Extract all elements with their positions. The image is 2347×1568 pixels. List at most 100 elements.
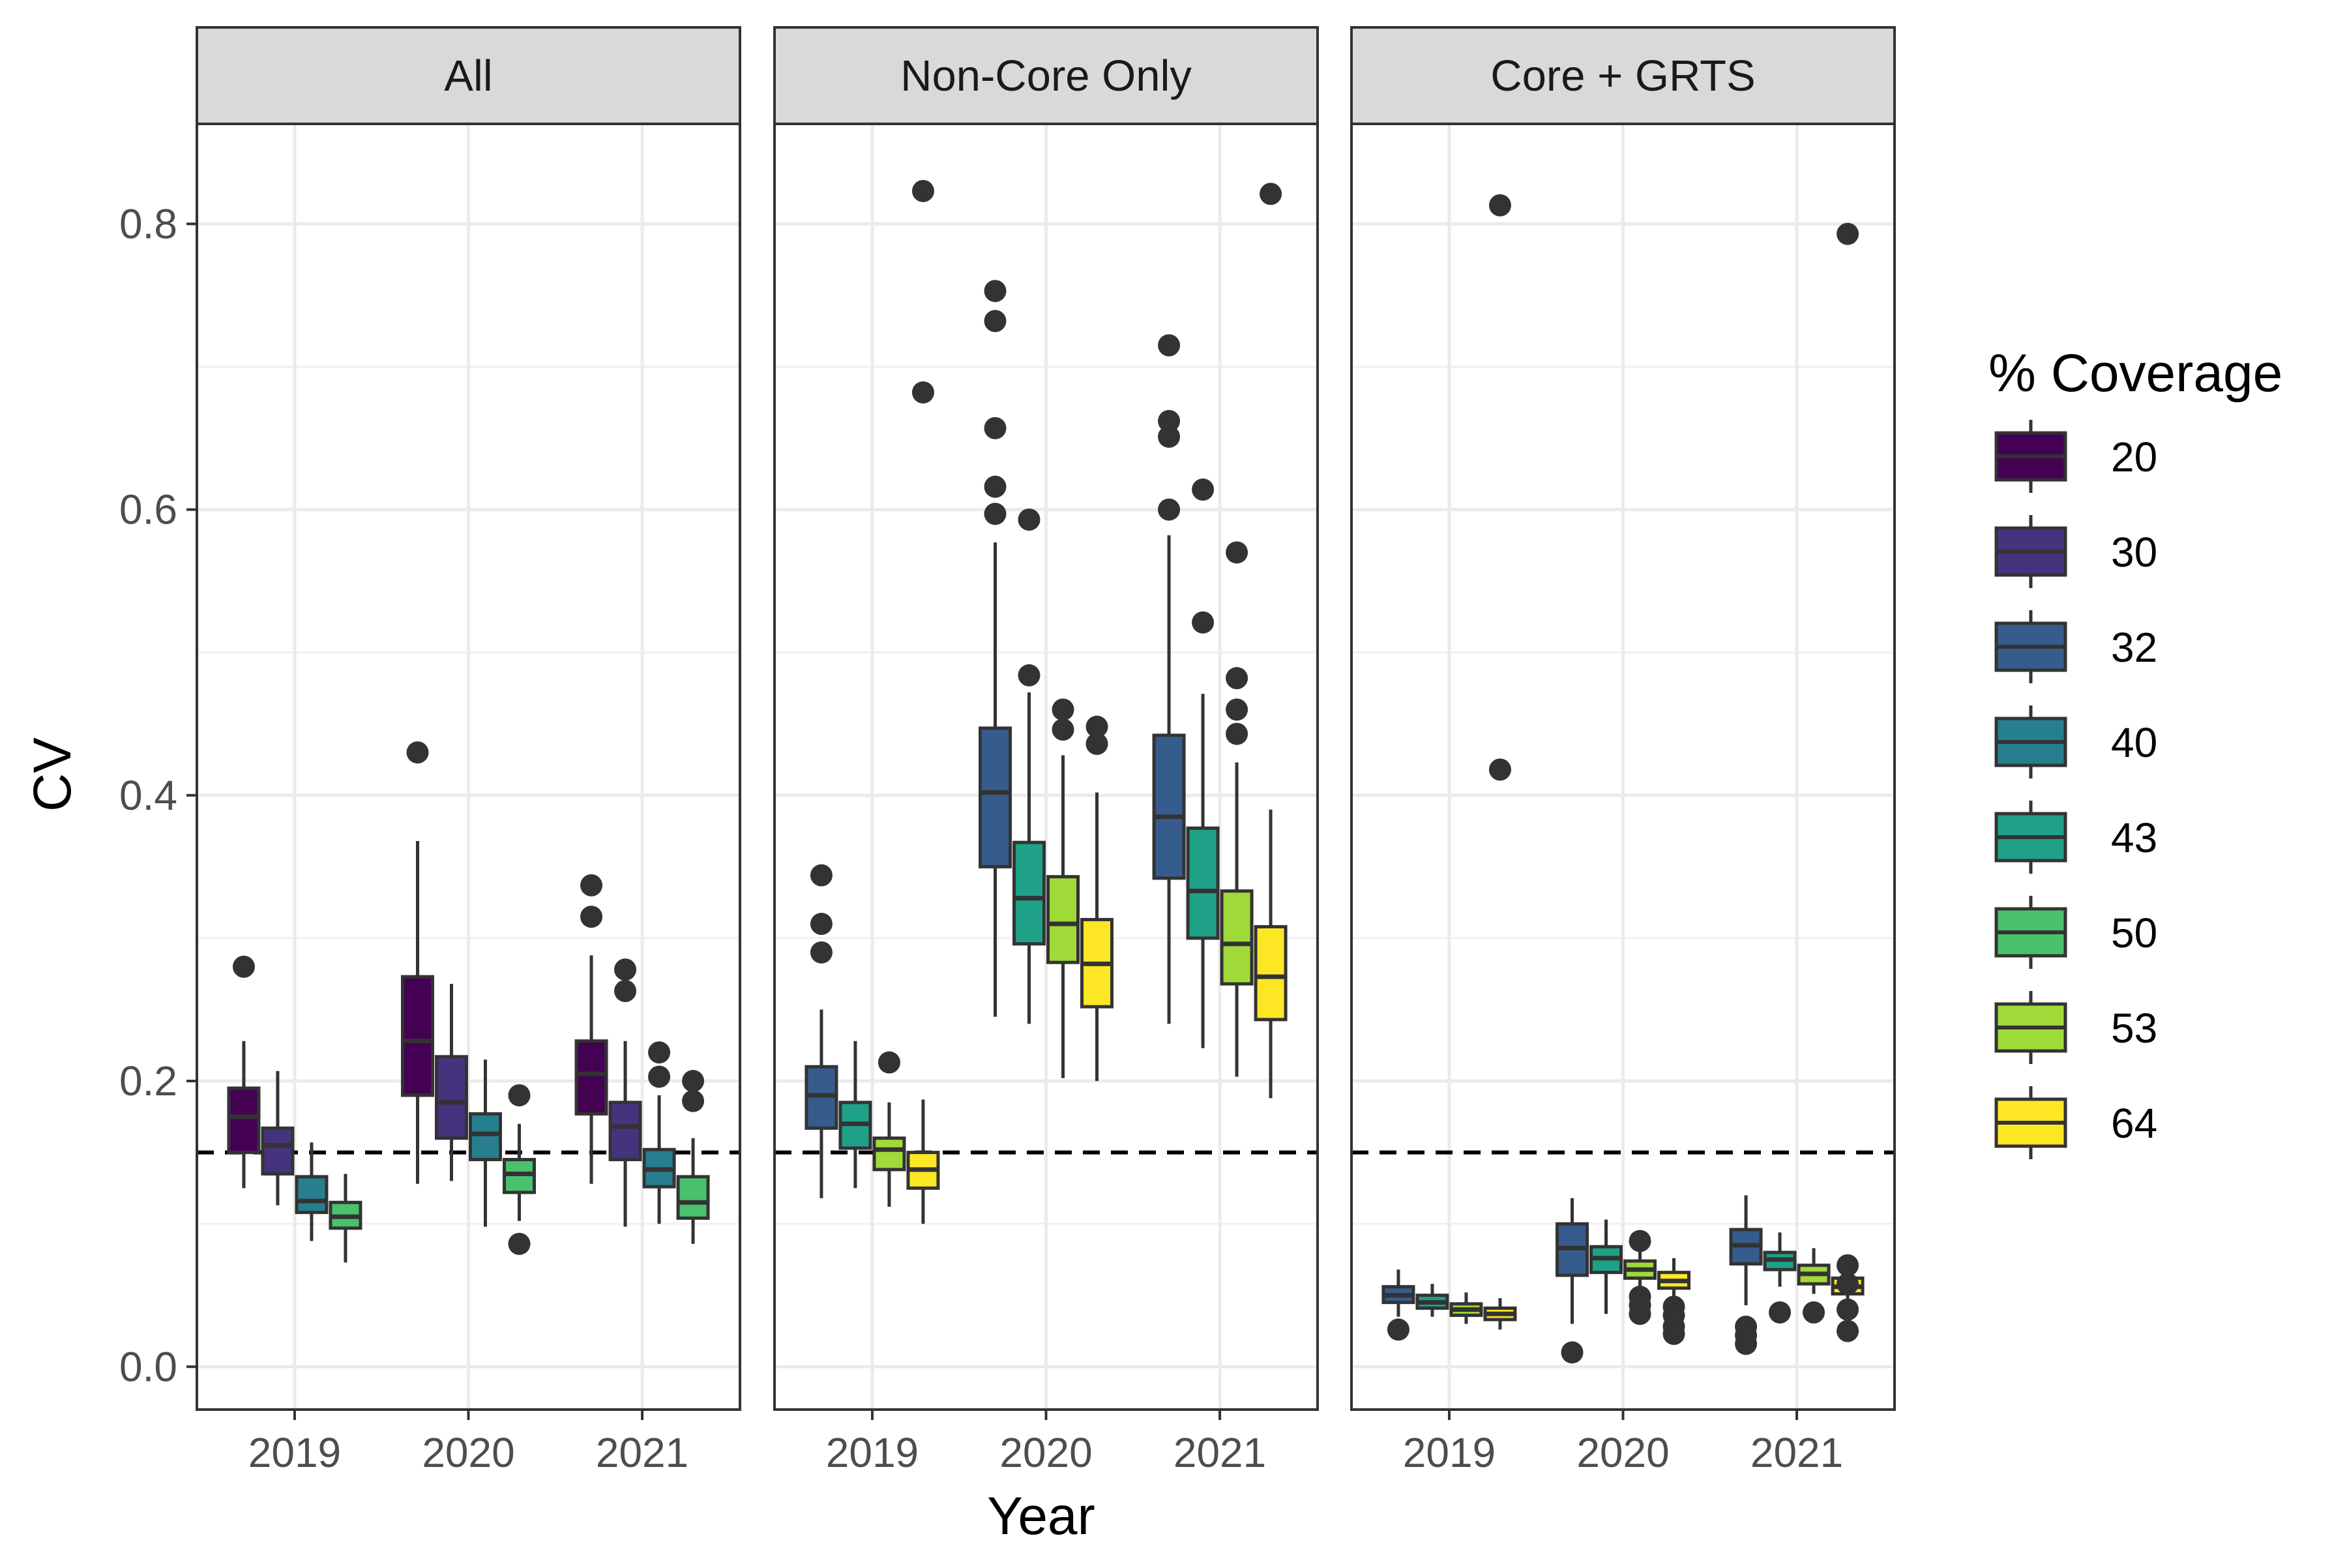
x-tick-label: 2021: [1174, 1429, 1266, 1476]
boxplot-53-2019: [1449, 1292, 1483, 1324]
outlier-point: [984, 280, 1007, 303]
legend-label: 20: [2111, 434, 2157, 481]
boxplot-40-2020: [469, 1059, 502, 1227]
boxplot-64-2020: [1080, 715, 1114, 1082]
box-iqr: [1012, 840, 1046, 946]
outlier-point: [1629, 1230, 1651, 1252]
x-tick-label: 2019: [1403, 1429, 1496, 1476]
y-tick-label: 0.0: [119, 1343, 177, 1390]
outlier-point: [614, 980, 637, 1003]
outlier-point: [1561, 1341, 1584, 1364]
outlier-point: [232, 955, 255, 978]
y-axis-title: CV: [23, 737, 82, 812]
boxplot-43-2019: [1415, 1284, 1449, 1317]
outlier-point: [1018, 508, 1041, 531]
boxplot-43-2020: [1589, 1219, 1623, 1314]
y-tick-label: 0.6: [119, 486, 177, 533]
legend-item-20: 20: [1994, 420, 2157, 493]
boxplot-32-2020: [979, 280, 1012, 1017]
boxplot-64-2020: [1657, 1258, 1690, 1345]
boxplot-50-2021: [676, 1070, 710, 1244]
boxplot-32-2019: [804, 864, 838, 1198]
boxplot-43-2021: [1763, 1232, 1797, 1324]
box-iqr: [1046, 875, 1080, 964]
outlier-point: [1158, 409, 1181, 432]
legend-label: 30: [2111, 529, 2157, 576]
boxplot-32-2020: [1556, 1198, 1589, 1364]
facet-strip-label: Non-Core Only: [900, 52, 1192, 100]
outlier-point: [1662, 1322, 1685, 1345]
outlier-point: [1629, 1303, 1651, 1325]
boxplot-43-2019: [838, 1041, 872, 1189]
x-tick-label: 2021: [596, 1429, 688, 1476]
outlier-point: [1052, 718, 1074, 741]
legend-title: % Coverage: [1988, 344, 2282, 403]
outlier-point: [911, 179, 934, 202]
boxplot-30-2021: [608, 958, 642, 1227]
legend-item-40: 40: [1994, 705, 2157, 778]
outlier-point: [508, 1084, 531, 1106]
y-tick-label: 0.4: [119, 772, 177, 819]
outlier-point: [1192, 611, 1215, 634]
facet-strip: [196, 26, 741, 125]
outlier-point: [1837, 1320, 1859, 1342]
x-axis: 2019 2020 2021 2019 2020 2021 2019 2020 2021: [248, 1410, 1843, 1476]
facet-strip: [773, 26, 1319, 125]
outlier-point: [682, 1070, 705, 1093]
boxplot-32-2021: [1152, 334, 1186, 1024]
boxplot-32-2021: [1729, 1195, 1763, 1355]
box-iqr: [676, 1175, 710, 1220]
outlier-point: [984, 475, 1007, 498]
box-iqr: [872, 1136, 906, 1172]
boxplot-64-2019: [906, 179, 940, 1224]
legend-item-32: 32: [1994, 610, 2157, 683]
boxplot-64-2021: [1831, 222, 1865, 1342]
boxplot-43-2021: [1186, 478, 1220, 1048]
box-iqr: [401, 975, 434, 1097]
boxplot-43-2020: [1012, 508, 1046, 1024]
x-axis-title: Year: [987, 1487, 1095, 1546]
outlier-point: [1226, 722, 1248, 745]
outlier-point: [1837, 222, 1859, 245]
facet-panel-1: Non-Core Only: [773, 26, 1319, 1411]
boxplot-64-2021: [1254, 183, 1288, 1099]
box-iqr: [295, 1175, 329, 1215]
boxplot-32-2019: [1381, 1269, 1415, 1341]
outlier-point: [1226, 541, 1248, 564]
boxplot-53-2021: [1797, 1248, 1831, 1324]
outlier-point: [1803, 1301, 1825, 1324]
x-tick-label: 2019: [826, 1429, 919, 1476]
box-iqr: [608, 1101, 642, 1162]
outlier-point: [1488, 758, 1511, 781]
x-tick-label: 2020: [422, 1429, 514, 1476]
legend: % Coverage 20 30 32 40 43 50 53 64: [1988, 344, 2282, 1159]
facet-strip-label: All: [444, 52, 492, 100]
legend-label: 50: [2111, 910, 2157, 956]
outlier-point: [878, 1051, 900, 1074]
y-tick-label: 0.8: [119, 200, 177, 247]
box-iqr: [574, 1039, 608, 1116]
outlier-point: [1158, 498, 1181, 521]
outlier-point: [1488, 194, 1511, 216]
boxplot-53-2019: [872, 1051, 906, 1207]
outlier-point: [580, 906, 603, 928]
boxplot-50-2019: [329, 1174, 362, 1263]
facet-panel-0: All: [196, 26, 741, 1411]
outlier-point: [810, 864, 833, 887]
outlier-point: [1837, 1298, 1859, 1321]
outlier-point: [1158, 334, 1181, 357]
outlier-point: [1769, 1301, 1792, 1324]
outlier-point: [1158, 425, 1181, 448]
x-tick-label: 2019: [248, 1429, 341, 1476]
legend-label: 53: [2111, 1005, 2157, 1052]
facet-strip-label: Core + GRTS: [1490, 52, 1755, 100]
x-tick-label: 2020: [1576, 1429, 1669, 1476]
legend-label: 43: [2111, 814, 2157, 861]
box-iqr: [469, 1112, 502, 1162]
outlier-point: [984, 310, 1007, 333]
outlier-point: [1192, 478, 1215, 501]
legend-item-53: 53: [1994, 991, 2157, 1064]
outlier-point: [614, 958, 637, 981]
legend-label: 64: [2111, 1100, 2157, 1147]
